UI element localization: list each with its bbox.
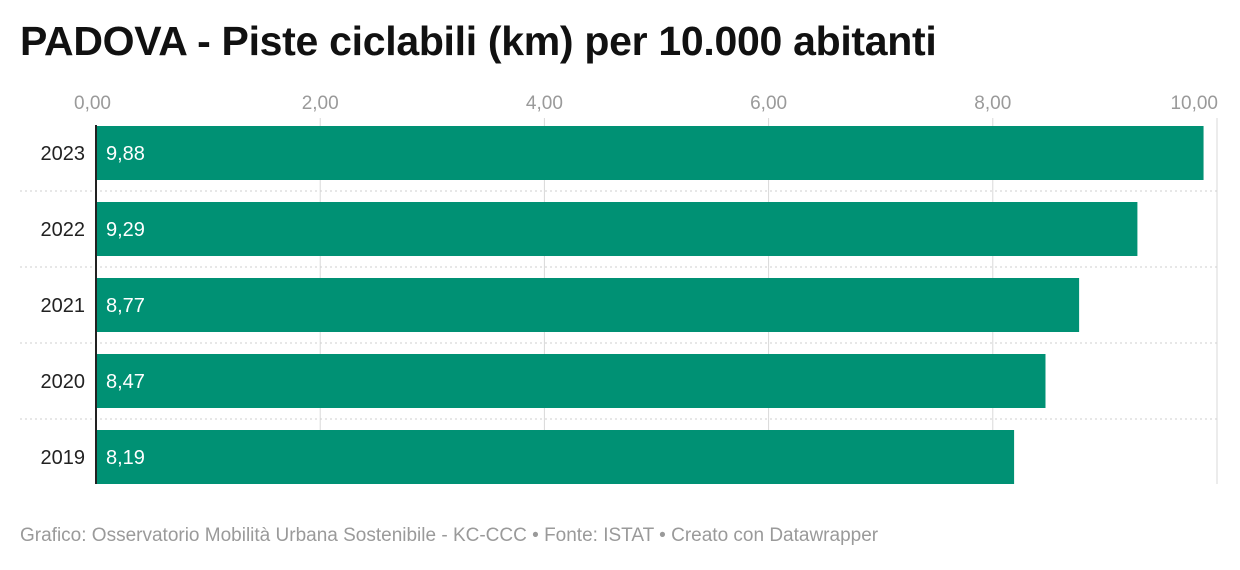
value-label: 8,47	[106, 371, 145, 393]
x-tick-label: 6,00	[750, 93, 787, 114]
x-tick-label: 8,00	[974, 93, 1011, 114]
footer-source: Fonte: ISTAT	[544, 525, 654, 546]
bar-chart: 0,00 2,00 4,00 6,00 8,00 10,00 2023 9,88 2022 9,2…	[20, 93, 1218, 484]
bar	[96, 278, 1080, 332]
bar	[96, 202, 1138, 256]
bar	[96, 430, 1015, 484]
category-label: 2019	[41, 447, 86, 469]
x-tick-label: 10,00	[1170, 93, 1218, 114]
bar	[96, 126, 1204, 180]
bar	[96, 354, 1046, 408]
x-tick-label: 4,00	[526, 93, 563, 114]
value-label: 8,77	[106, 295, 145, 317]
value-label: 8,19	[106, 447, 145, 469]
category-label: 2020	[41, 371, 86, 393]
chart-title: PADOVA - Piste ciclabili (km) per 10.000…	[20, 18, 937, 64]
footer-separator: •	[659, 525, 666, 546]
value-label: 9,29	[106, 219, 145, 241]
chart-footer: Grafico: Osservatorio Mobilità Urbana So…	[20, 525, 878, 547]
category-label: 2021	[41, 295, 86, 317]
footer-credit: Grafico: Osservatorio Mobilità Urbana So…	[20, 525, 527, 546]
value-label: 9,88	[106, 143, 145, 165]
x-tick-label: 0,00	[74, 93, 111, 114]
category-label: 2022	[41, 219, 86, 241]
x-tick-label: 2,00	[302, 93, 339, 114]
category-label: 2023	[41, 143, 86, 165]
footer-separator: •	[532, 525, 539, 546]
footer-tool: Creato con Datawrapper	[671, 525, 879, 546]
